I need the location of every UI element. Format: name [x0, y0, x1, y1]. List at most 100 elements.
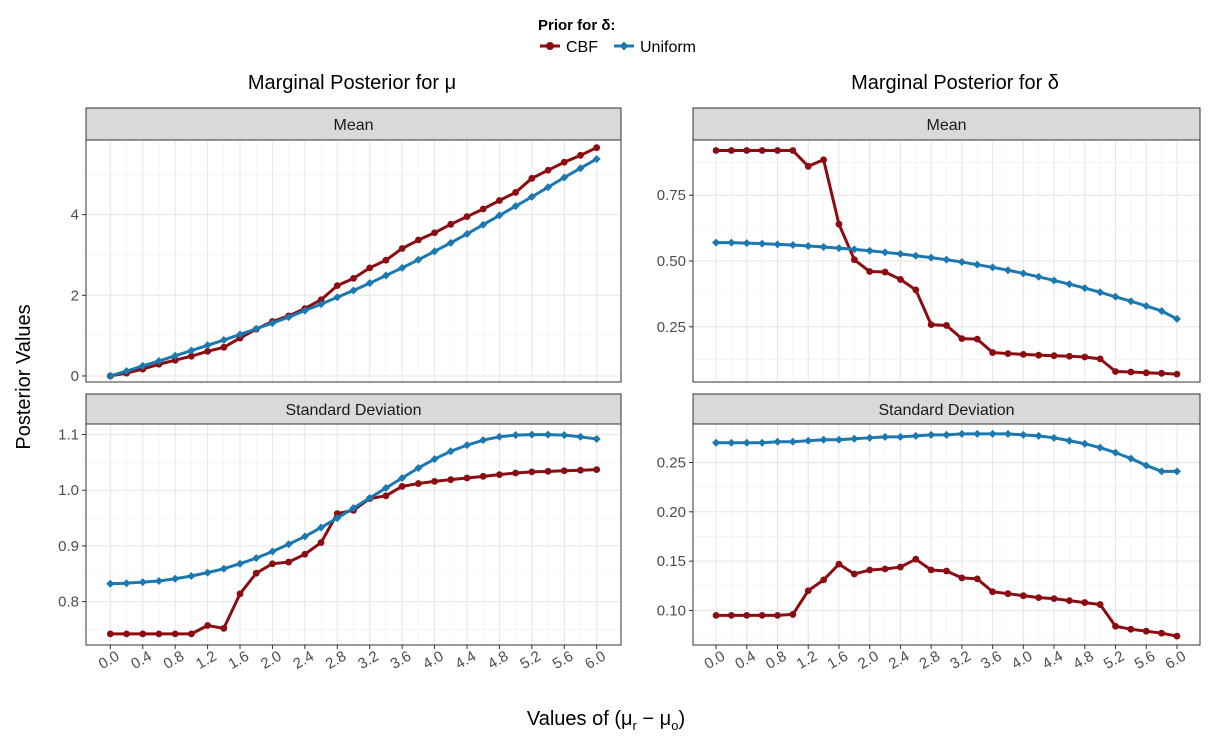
- x-tick-label: 2.0: [855, 648, 882, 673]
- legend: Prior for δ: CBF Uniform: [538, 17, 696, 56]
- data-point-uniform: [479, 220, 488, 229]
- data-point-uniform: [881, 432, 890, 441]
- data-point-uniform: [973, 429, 982, 438]
- legend-marker-uniform: [619, 41, 629, 51]
- data-point-cbf: [1004, 590, 1012, 598]
- x-tick-label: 6.0: [582, 648, 609, 673]
- data-point-uniform: [834, 435, 843, 444]
- x-tick-label: 0.4: [128, 648, 155, 673]
- data-point-uniform: [1172, 314, 1181, 323]
- data-point-uniform: [1157, 467, 1166, 476]
- panels: Mean 0 2 4 Mean 0.25 0.50 0.75 Standard Deviatio…: [58, 107, 1201, 673]
- facet-strip-label: Mean: [333, 117, 373, 134]
- data-point-cbf: [774, 612, 781, 619]
- data-point-uniform: [495, 211, 504, 220]
- data-point-uniform: [1050, 433, 1059, 442]
- data-point-uniform: [560, 173, 569, 182]
- data-point-cbf: [927, 566, 935, 574]
- data-point-uniform: [1157, 306, 1166, 315]
- data-point-cbf: [512, 469, 520, 477]
- data-point-uniform: [927, 430, 936, 439]
- x-axis-title: Values of (μr − μo): [527, 708, 685, 733]
- data-point-cbf: [1127, 625, 1135, 633]
- data-point-cbf: [560, 467, 568, 475]
- data-point-uniform: [727, 438, 736, 447]
- x-tick-label: 0.8: [763, 648, 790, 673]
- data-point-cbf: [1066, 597, 1073, 605]
- data-point-cbf: [414, 236, 422, 244]
- data-point-uniform: [284, 313, 293, 322]
- y-tick-label: 0.10: [657, 602, 686, 619]
- legend-label-uniform: Uniform: [640, 39, 696, 56]
- data-point-cbf: [1096, 355, 1104, 363]
- data-point-cbf: [155, 630, 163, 638]
- data-point-cbf: [382, 492, 390, 500]
- data-point-cbf: [866, 566, 874, 574]
- data-point-uniform: [430, 455, 439, 464]
- data-point-uniform: [1019, 430, 1028, 439]
- data-point-cbf: [820, 156, 827, 164]
- panel-delta-sd: Standard Deviation 0.10 0.15 0.20 0.25 0.0 0.4…: [657, 393, 1201, 673]
- data-point-uniform: [896, 249, 905, 258]
- data-point-uniform: [446, 238, 455, 247]
- legend-label-cbf: CBF: [566, 39, 598, 56]
- x-tick-label: 0.4: [732, 648, 759, 673]
- data-point-cbf: [528, 468, 536, 476]
- data-point-cbf: [1066, 352, 1073, 360]
- data-point-uniform: [1126, 454, 1135, 463]
- y-tick-label: 1.0: [58, 482, 79, 499]
- data-point-uniform: [560, 431, 569, 440]
- x-tick-label: 5.2: [1101, 648, 1128, 673]
- y-tick-label: 0: [71, 368, 79, 385]
- data-point-uniform: [479, 436, 488, 445]
- data-point-uniform: [850, 434, 859, 443]
- data-point-uniform: [495, 432, 504, 441]
- data-point-cbf: [835, 560, 843, 568]
- data-point-cbf: [204, 347, 211, 355]
- x-tick-label: 4.4: [452, 648, 479, 673]
- data-point-cbf: [398, 482, 406, 490]
- x-tick-label: 3.6: [978, 648, 1005, 673]
- y-tick-label: 2: [71, 287, 79, 304]
- data-point-cbf: [973, 575, 981, 583]
- data-point-uniform: [773, 240, 782, 249]
- data-point-uniform: [973, 260, 982, 269]
- data-point-cbf: [1035, 351, 1043, 359]
- data-point-uniform: [1096, 288, 1105, 297]
- data-point-cbf: [1173, 370, 1181, 378]
- data-point-uniform: [712, 238, 721, 247]
- y-tick-label: 0.25: [657, 319, 686, 336]
- data-point-uniform: [171, 574, 180, 583]
- data-point-cbf: [560, 158, 568, 166]
- data-point-cbf: [593, 466, 601, 474]
- data-point-uniform: [462, 229, 471, 238]
- facet-strip: [85, 393, 622, 425]
- data-point-cbf: [712, 147, 720, 154]
- data-point-cbf: [577, 151, 584, 159]
- data-point-cbf: [973, 335, 981, 343]
- data-point-cbf: [943, 322, 950, 329]
- panel-border: [85, 423, 622, 646]
- facet-strip: [85, 107, 622, 141]
- data-point-cbf: [139, 630, 147, 638]
- data-point-cbf: [743, 612, 751, 619]
- data-point-uniform: [203, 568, 212, 577]
- data-point-cbf: [1050, 352, 1058, 360]
- data-point-uniform: [1019, 269, 1028, 278]
- data-point-uniform: [834, 244, 843, 253]
- data-point-uniform: [300, 532, 309, 541]
- data-point-uniform: [333, 293, 342, 302]
- data-point-cbf: [544, 166, 552, 174]
- data-point-cbf: [728, 612, 735, 619]
- data-point-uniform: [1096, 443, 1105, 452]
- data-point-cbf: [789, 147, 797, 154]
- data-point-cbf: [1035, 594, 1043, 602]
- data-point-uniform: [881, 248, 890, 257]
- data-point-uniform: [942, 255, 951, 264]
- data-point-cbf: [850, 256, 858, 264]
- data-point-uniform: [788, 240, 797, 249]
- data-point-uniform: [154, 576, 163, 585]
- data-point-cbf: [989, 349, 996, 356]
- x-tick-label: 1.6: [824, 648, 851, 673]
- data-point-uniform: [911, 431, 920, 440]
